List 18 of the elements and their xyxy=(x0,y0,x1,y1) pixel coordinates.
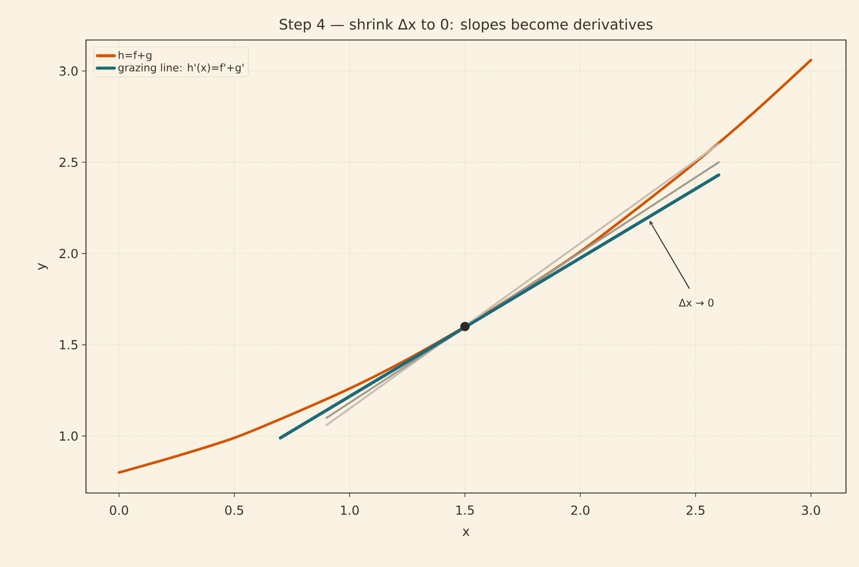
y-axis-title: y xyxy=(38,263,48,270)
x-axis-title: x xyxy=(462,528,470,536)
y-tick-label: 1.0 xyxy=(60,431,78,441)
x-tick-label: 1.0 xyxy=(341,506,359,515)
legend-label: h=f+g xyxy=(118,50,152,62)
x-tick-label: 0.0 xyxy=(110,506,128,515)
legend-label: grazing line: h'(x)=f'+g' xyxy=(118,63,244,74)
chart-title: Step 4 — shrink Δx to 0: slopes become derivatives xyxy=(280,18,652,32)
y-tick-label: 2.0 xyxy=(60,248,78,258)
x-tick-label: 0.5 xyxy=(225,506,244,515)
annotation: Δx → 0 xyxy=(678,298,714,307)
y-tick-label: 2.5 xyxy=(60,158,78,167)
x-tick-label: 1.5 xyxy=(456,506,474,515)
x-tick-label: 3.0 xyxy=(802,506,820,515)
y-tick-label: 1.5 xyxy=(60,340,78,350)
x-tick-label: 2.5 xyxy=(686,506,704,515)
x-tick-label: 2.0 xyxy=(571,506,590,515)
y-tick-label: 3.0 xyxy=(60,66,78,76)
